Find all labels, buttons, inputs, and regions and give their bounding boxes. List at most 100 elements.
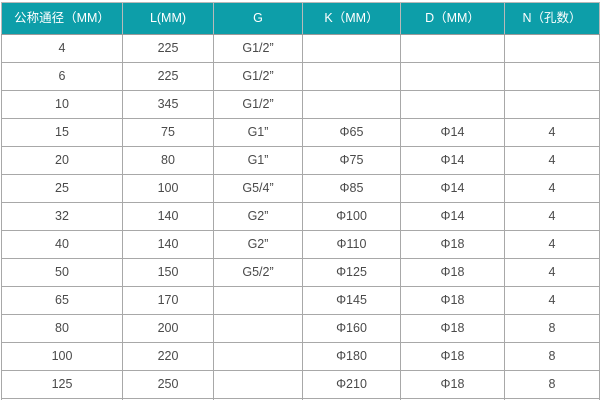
cell-l: 225 xyxy=(122,62,214,91)
cell-d: Φ18 xyxy=(400,258,505,287)
cell-n: 4 xyxy=(504,258,600,287)
cell-dn: 4 xyxy=(1,34,123,63)
cell-k: Φ100 xyxy=(302,202,401,231)
column-header-d: D（MM） xyxy=(400,2,505,35)
cell-dn: 125 xyxy=(1,370,123,399)
column-header-n: N（孔数） xyxy=(504,2,600,35)
cell-n: 4 xyxy=(504,146,600,175)
table-row: 6 225 G1/2” xyxy=(1,62,600,91)
cell-l: 220 xyxy=(122,342,214,371)
cell-l: 150 xyxy=(122,258,214,287)
cell-g: G2” xyxy=(213,230,303,259)
cell-n: 8 xyxy=(504,314,600,343)
cell-l: 200 xyxy=(122,314,214,343)
cell-n: 4 xyxy=(504,174,600,203)
cell-g: G5/4” xyxy=(213,174,303,203)
cell-l: 345 xyxy=(122,90,214,119)
table-row: 4 225 G1/2” xyxy=(1,34,600,63)
cell-k xyxy=(302,62,401,91)
cell-g: G1” xyxy=(213,118,303,147)
cell-g xyxy=(213,286,303,315)
cell-l: 100 xyxy=(122,174,214,203)
cell-dn: 100 xyxy=(1,342,123,371)
cell-k: Φ210 xyxy=(302,370,401,399)
cell-n xyxy=(504,62,600,91)
column-header-l: L(MM) xyxy=(122,2,214,35)
table-body: 4 225 G1/2” 6 225 G1/2” 10 345 G1/2” 15 75 G1” Φ65 Φ1… xyxy=(1,34,600,400)
cell-g: G1” xyxy=(213,146,303,175)
cell-dn: 80 xyxy=(1,314,123,343)
cell-k: Φ85 xyxy=(302,174,401,203)
cell-dn: 15 xyxy=(1,118,123,147)
cell-l: 250 xyxy=(122,370,214,399)
cell-d: Φ14 xyxy=(400,146,505,175)
table-row: 32 140 G2” Φ100 Φ14 4 xyxy=(1,202,600,231)
column-header-g: G xyxy=(213,2,303,35)
table-header-row: 公称通径（MM） L(MM) G K（MM） D（MM） N（孔数） xyxy=(1,2,600,35)
cell-k: Φ110 xyxy=(302,230,401,259)
cell-k: Φ160 xyxy=(302,314,401,343)
cell-n: 4 xyxy=(504,286,600,315)
cell-n xyxy=(504,34,600,63)
cell-d: Φ18 xyxy=(400,370,505,399)
cell-l: 140 xyxy=(122,202,214,231)
cell-d: Φ14 xyxy=(400,174,505,203)
cell-d: Φ18 xyxy=(400,286,505,315)
cell-g xyxy=(213,370,303,399)
cell-g xyxy=(213,314,303,343)
cell-d xyxy=(400,62,505,91)
table-header: 公称通径（MM） L(MM) G K（MM） D（MM） N（孔数） xyxy=(1,2,600,35)
cell-dn: 50 xyxy=(1,258,123,287)
table-row: 20 80 G1” Φ75 Φ14 4 xyxy=(1,146,600,175)
cell-n: 8 xyxy=(504,370,600,399)
cell-n: 8 xyxy=(504,342,600,371)
table-row: 80 200 Φ160 Φ18 8 xyxy=(1,314,600,343)
cell-d: Φ14 xyxy=(400,202,505,231)
cell-k: Φ145 xyxy=(302,286,401,315)
cell-l: 80 xyxy=(122,146,214,175)
cell-dn: 65 xyxy=(1,286,123,315)
column-header-k: K（MM） xyxy=(302,2,401,35)
column-header-dn: 公称通径（MM） xyxy=(1,2,123,35)
cell-dn: 25 xyxy=(1,174,123,203)
table-row: 65 170 Φ145 Φ18 4 xyxy=(1,286,600,315)
table-row: 150300Φ240Φ228 xyxy=(1,398,600,400)
table-row: 40 140 G2” Φ110 Φ18 4 xyxy=(1,230,600,259)
cell-g: G1/2” xyxy=(213,34,303,63)
cell-k xyxy=(302,90,401,119)
cell-d xyxy=(400,34,505,63)
table-row: 10 345 G1/2” xyxy=(1,90,600,119)
cell-g: G1/2” xyxy=(213,62,303,91)
cell-l: 75 xyxy=(122,118,214,147)
cell-k xyxy=(302,34,401,63)
cell-l: 170 xyxy=(122,286,214,315)
cell-dn: 20 xyxy=(1,146,123,175)
cell-d: Φ18 xyxy=(400,342,505,371)
cell-k: Φ180 xyxy=(302,342,401,371)
cell-dn: 6 xyxy=(1,62,123,91)
cell-n: 8 xyxy=(504,398,600,400)
cell-g: G1/2” xyxy=(213,90,303,119)
table-row: 15 75 G1” Φ65 Φ14 4 xyxy=(1,118,600,147)
cell-n: 4 xyxy=(504,202,600,231)
cell-k: Φ125 xyxy=(302,258,401,287)
cell-d: Φ14 xyxy=(400,118,505,147)
cell-l: 140 xyxy=(122,230,214,259)
table-row: 50 150 G5/2” Φ125 Φ18 4 xyxy=(1,258,600,287)
cell-d xyxy=(400,90,505,119)
cell-n: 4 xyxy=(504,118,600,147)
cell-l: 225 xyxy=(122,34,214,63)
table-row: 25 100 G5/4” Φ85 Φ14 4 xyxy=(1,174,600,203)
cell-n: 4 xyxy=(504,230,600,259)
cell-d: Φ18 xyxy=(400,230,505,259)
cell-dn: 10 xyxy=(1,90,123,119)
cell-g: G2” xyxy=(213,202,303,231)
table-row: 125 250 Φ210 Φ18 8 xyxy=(1,370,600,399)
cell-d: Φ18 xyxy=(400,314,505,343)
cell-dn: 40 xyxy=(1,230,123,259)
cell-k: Φ75 xyxy=(302,146,401,175)
cell-n xyxy=(504,90,600,119)
cell-g xyxy=(213,342,303,371)
